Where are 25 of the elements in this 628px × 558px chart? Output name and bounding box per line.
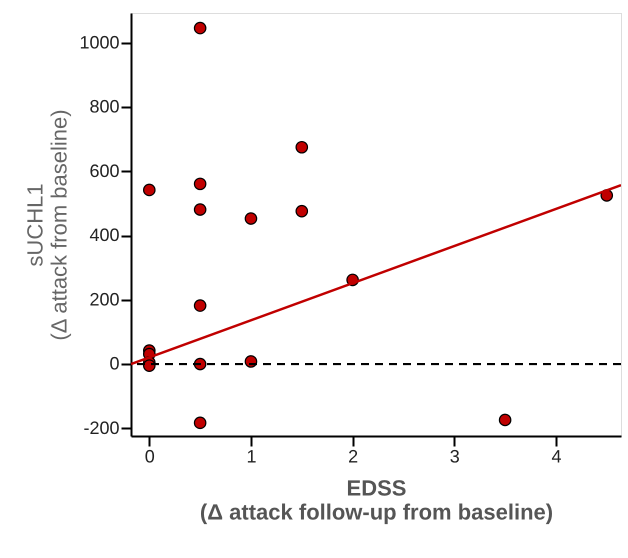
x-tick-label: 3: [450, 446, 460, 466]
point: [244, 212, 258, 225]
point: [194, 416, 206, 430]
y-tick-label: -200: [83, 418, 120, 438]
y-axis-title: sUCHL1 (Δ attack from baseline): [22, 109, 72, 341]
point: [498, 414, 512, 426]
x-axis-title: EDSS (Δ attack follow-up from baseline): [200, 476, 554, 524]
point: [295, 140, 308, 154]
y-tick-label: 800: [89, 96, 120, 117]
point: [194, 203, 206, 216]
point: [194, 299, 206, 312]
x-tick-label: 0: [144, 446, 155, 466]
x-tick-label: 1: [246, 446, 256, 466]
point: [194, 178, 206, 190]
y-tick-label: 400: [89, 225, 120, 246]
point: [295, 204, 308, 218]
y-tick-label: 600: [89, 160, 120, 181]
point: [194, 22, 206, 34]
x-tick-label: 2: [348, 446, 358, 466]
point: [143, 359, 156, 372]
y-tick-label: 0: [109, 354, 120, 374]
y-tick-label: 200: [89, 289, 120, 310]
y-tick-label: 1000: [79, 32, 120, 52]
x-tick-label: 4: [551, 446, 562, 466]
point: [143, 184, 156, 196]
